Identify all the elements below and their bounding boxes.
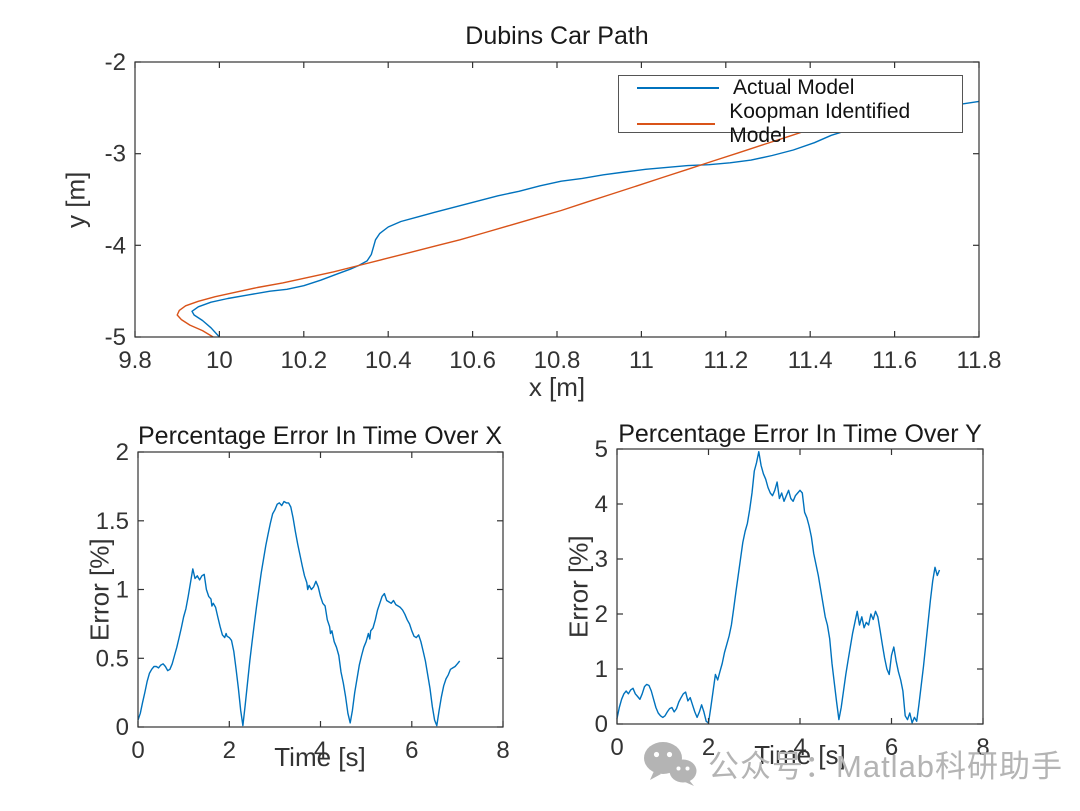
dubins-path-xlabel: x [m] <box>528 372 586 402</box>
svg-text:-3: -3 <box>105 141 126 168</box>
svg-text:8: 8 <box>976 734 989 761</box>
error-y-xlabel: Time [s] <box>754 740 846 770</box>
svg-text:2: 2 <box>702 734 715 761</box>
svg-text:3: 3 <box>595 546 608 573</box>
svg-text:11.6: 11.6 <box>872 347 917 374</box>
error-y-ylabel: Error [%] <box>563 535 594 638</box>
legend: Actual Model Koopman Identified Model <box>618 75 963 147</box>
error-x-plot: 0 2 4 6 8 0 0.5 1 1.5 2 <box>0 420 540 811</box>
svg-text:6: 6 <box>885 734 898 761</box>
legend-line-sample-koopman <box>637 123 716 125</box>
svg-text:4: 4 <box>595 491 608 518</box>
watermark: 公众号：Matlab科研助手 <box>642 740 1063 786</box>
svg-text:8: 8 <box>496 737 509 764</box>
svg-text:0.5: 0.5 <box>96 645 129 672</box>
error-x-ylabel: Error [%] <box>84 538 115 641</box>
svg-text:11.4: 11.4 <box>788 347 833 374</box>
svg-text:-2: -2 <box>105 49 126 76</box>
error-x-xlabel: Time [s] <box>274 742 366 772</box>
svg-text:10.6: 10.6 <box>449 347 496 374</box>
svg-text:0: 0 <box>595 711 608 738</box>
legend-line-sample-actual <box>637 87 719 89</box>
watermark-text: 公众号：Matlab科研助手 <box>708 748 1064 784</box>
legend-entry-actual-model: Actual Model <box>619 76 962 100</box>
wechat-icon <box>642 740 698 786</box>
dubins-path-ylabel: y [m] <box>60 171 91 228</box>
error-y-plot: 0 2 4 6 8 0 1 2 3 4 5 <box>540 420 1080 811</box>
svg-text:0: 0 <box>116 714 129 741</box>
svg-text:9.8: 9.8 <box>118 347 151 374</box>
legend-label-koopman: Koopman Identified Model <box>729 100 911 147</box>
svg-text:0: 0 <box>131 737 144 764</box>
svg-text:11.8: 11.8 <box>957 347 1002 374</box>
svg-text:10: 10 <box>206 347 233 374</box>
svg-text:5: 5 <box>595 436 608 463</box>
svg-text:10.2: 10.2 <box>280 347 327 374</box>
svg-text:10.4: 10.4 <box>365 347 412 374</box>
svg-text:4: 4 <box>793 734 806 761</box>
svg-text:2: 2 <box>116 439 129 466</box>
svg-text:6: 6 <box>405 737 418 764</box>
svg-text:2: 2 <box>595 601 608 628</box>
svg-text:11.2: 11.2 <box>703 347 748 374</box>
svg-text:1.5: 1.5 <box>96 508 129 535</box>
legend-label-actual: Actual Model <box>733 76 855 99</box>
svg-text:11: 11 <box>629 347 654 374</box>
dubins-path-plot: 9.8 10 10.2 10.4 10.6 10.8 11 11.2 11.4 11.6 11.8 -… <box>105 49 1002 374</box>
svg-text:-4: -4 <box>105 232 126 259</box>
svg-text:2: 2 <box>223 737 236 764</box>
svg-text:1: 1 <box>116 577 129 604</box>
svg-text:10.8: 10.8 <box>534 347 581 374</box>
svg-text:0: 0 <box>610 734 623 761</box>
svg-text:-5: -5 <box>105 324 126 351</box>
error-x-title: Percentage Error In Time Over X <box>137 422 503 450</box>
svg-text:1: 1 <box>595 656 608 683</box>
legend-entry-koopman-model: Koopman Identified Model <box>619 100 962 148</box>
error-y-title: Percentage Error In Time Over Y <box>618 420 982 448</box>
svg-text:4: 4 <box>314 737 327 764</box>
dubins-path-title: Dubins Car Path <box>465 22 649 50</box>
